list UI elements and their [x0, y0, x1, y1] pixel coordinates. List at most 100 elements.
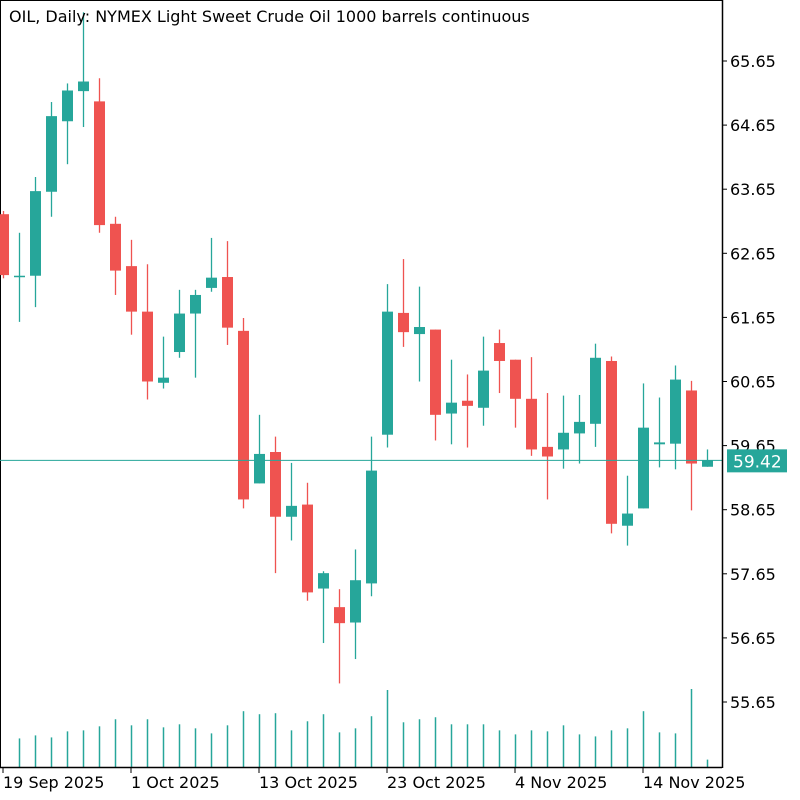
time-tick-label: 13 Oct 2025 — [259, 773, 358, 792]
candle-bearish[interactable] — [222, 241, 233, 345]
candle-bearish[interactable] — [334, 589, 345, 684]
candle-body — [686, 390, 697, 464]
candle-body — [510, 359, 521, 399]
chart-title: OIL, Daily: NYMEX Light Sweet Crude Oil … — [9, 7, 530, 26]
candle-bullish[interactable] — [478, 336, 489, 426]
candle-bullish[interactable] — [654, 397, 665, 468]
candle-body — [286, 505, 297, 517]
candle-body — [0, 214, 9, 276]
candle-bearish[interactable] — [238, 318, 249, 509]
candle-bullish[interactable] — [158, 336, 169, 389]
candle-body — [590, 357, 601, 424]
time-tick-label: 14 Nov 2025 — [643, 773, 745, 792]
time-tick-label: 19 Sep 2025 — [3, 773, 104, 792]
candle-body — [78, 81, 89, 92]
candle-body — [606, 360, 617, 524]
price-tick-label: 65.65 — [730, 52, 776, 71]
candle-bullish[interactable] — [670, 365, 681, 470]
candle-body — [254, 453, 265, 484]
candle-bullish[interactable] — [574, 394, 585, 464]
time-tick-label: 4 Nov 2025 — [515, 773, 607, 792]
price-axis[interactable]: 65.6564.6563.6562.6561.6560.6559.6558.65… — [721, 0, 787, 768]
candle-bullish[interactable] — [558, 395, 569, 469]
candle-body — [238, 330, 249, 500]
candles[interactable] — [0, 12, 713, 684]
candle-body — [206, 277, 217, 288]
candle-bearish[interactable] — [126, 239, 137, 335]
price-tick-label: 60.65 — [730, 373, 776, 392]
candle-bearish[interactable] — [110, 216, 121, 295]
price-tick-label: 64.65 — [730, 116, 776, 135]
price-tick-label: 63.65 — [730, 180, 776, 199]
candle-bullish[interactable] — [254, 414, 265, 484]
candle-bullish[interactable] — [46, 102, 57, 217]
candle-bearish[interactable] — [398, 259, 409, 347]
candle-bullish[interactable] — [174, 289, 185, 358]
candle-bullish[interactable] — [638, 383, 649, 509]
price-tick-label: 58.65 — [730, 501, 776, 520]
candle-bullish[interactable] — [14, 232, 25, 322]
current-price-label: 59.42 — [733, 452, 782, 472]
candle-body — [382, 311, 393, 435]
price-tick-label: 61.65 — [730, 308, 776, 327]
candle-bullish[interactable] — [190, 289, 201, 378]
candle-body — [190, 294, 201, 314]
candle-body — [94, 101, 105, 226]
time-tick-label: 1 Oct 2025 — [131, 773, 220, 792]
candle-body — [126, 266, 137, 312]
candle-bearish[interactable] — [494, 329, 505, 394]
candle-bearish[interactable] — [142, 264, 153, 400]
candle-body — [334, 607, 345, 624]
candle-bearish[interactable] — [462, 374, 473, 448]
candle-bearish[interactable] — [270, 436, 281, 574]
time-tick-label: 23 Oct 2025 — [387, 773, 486, 792]
candle-body — [494, 343, 505, 361]
candle-body — [542, 446, 553, 457]
candle-body — [414, 327, 425, 335]
candle-bullish[interactable] — [62, 83, 73, 165]
candle-body — [670, 379, 681, 444]
candle-body — [430, 329, 441, 415]
candle-bullish[interactable] — [446, 359, 457, 445]
candle-bullish[interactable] — [382, 284, 393, 448]
candle-bullish[interactable] — [414, 286, 425, 382]
candle-bullish[interactable] — [702, 449, 713, 467]
volume-bars — [18, 689, 709, 767]
candle-body — [270, 452, 281, 517]
candle-body — [174, 313, 185, 353]
candle-body — [638, 427, 649, 509]
candle-body — [142, 311, 153, 382]
price-tick-label: 56.65 — [730, 629, 776, 648]
candle-bearish[interactable] — [302, 482, 313, 601]
candle-body — [654, 442, 665, 445]
candle-body — [558, 432, 569, 450]
candle-bullish[interactable] — [622, 475, 633, 546]
candle-body — [702, 460, 713, 467]
candle-bullish[interactable] — [30, 177, 41, 308]
candle-bullish[interactable] — [366, 436, 377, 597]
candle-bearish[interactable] — [542, 393, 553, 500]
candle-bearish[interactable] — [606, 356, 617, 534]
candle-bullish[interactable] — [206, 237, 217, 292]
candle-bullish[interactable] — [78, 12, 89, 128]
price-tick-label: 55.65 — [730, 693, 776, 712]
time-axis[interactable]: 19 Sep 2025 1 Oct 2025 13 Oct 2025 23 Oct 2… — [0, 766, 745, 792]
candle-bearish[interactable] — [0, 210, 9, 279]
candle-bearish[interactable] — [686, 380, 697, 511]
candle-bearish[interactable] — [510, 359, 521, 428]
candle-bearish[interactable] — [430, 329, 441, 441]
candle-body — [302, 504, 313, 593]
candle-bullish[interactable] — [590, 343, 601, 447]
price-tick-label: 62.65 — [730, 244, 776, 263]
candle-body — [574, 421, 585, 434]
candle-body — [318, 573, 329, 589]
candle-bullish[interactable] — [286, 462, 297, 541]
candle-bullish[interactable] — [350, 549, 361, 660]
candle-body — [62, 90, 73, 122]
candle-bearish[interactable] — [526, 357, 537, 456]
candle-body — [462, 400, 473, 406]
candle-bearish[interactable] — [94, 78, 105, 233]
candle-body — [46, 116, 57, 192]
candle-bullish[interactable] — [318, 571, 329, 644]
